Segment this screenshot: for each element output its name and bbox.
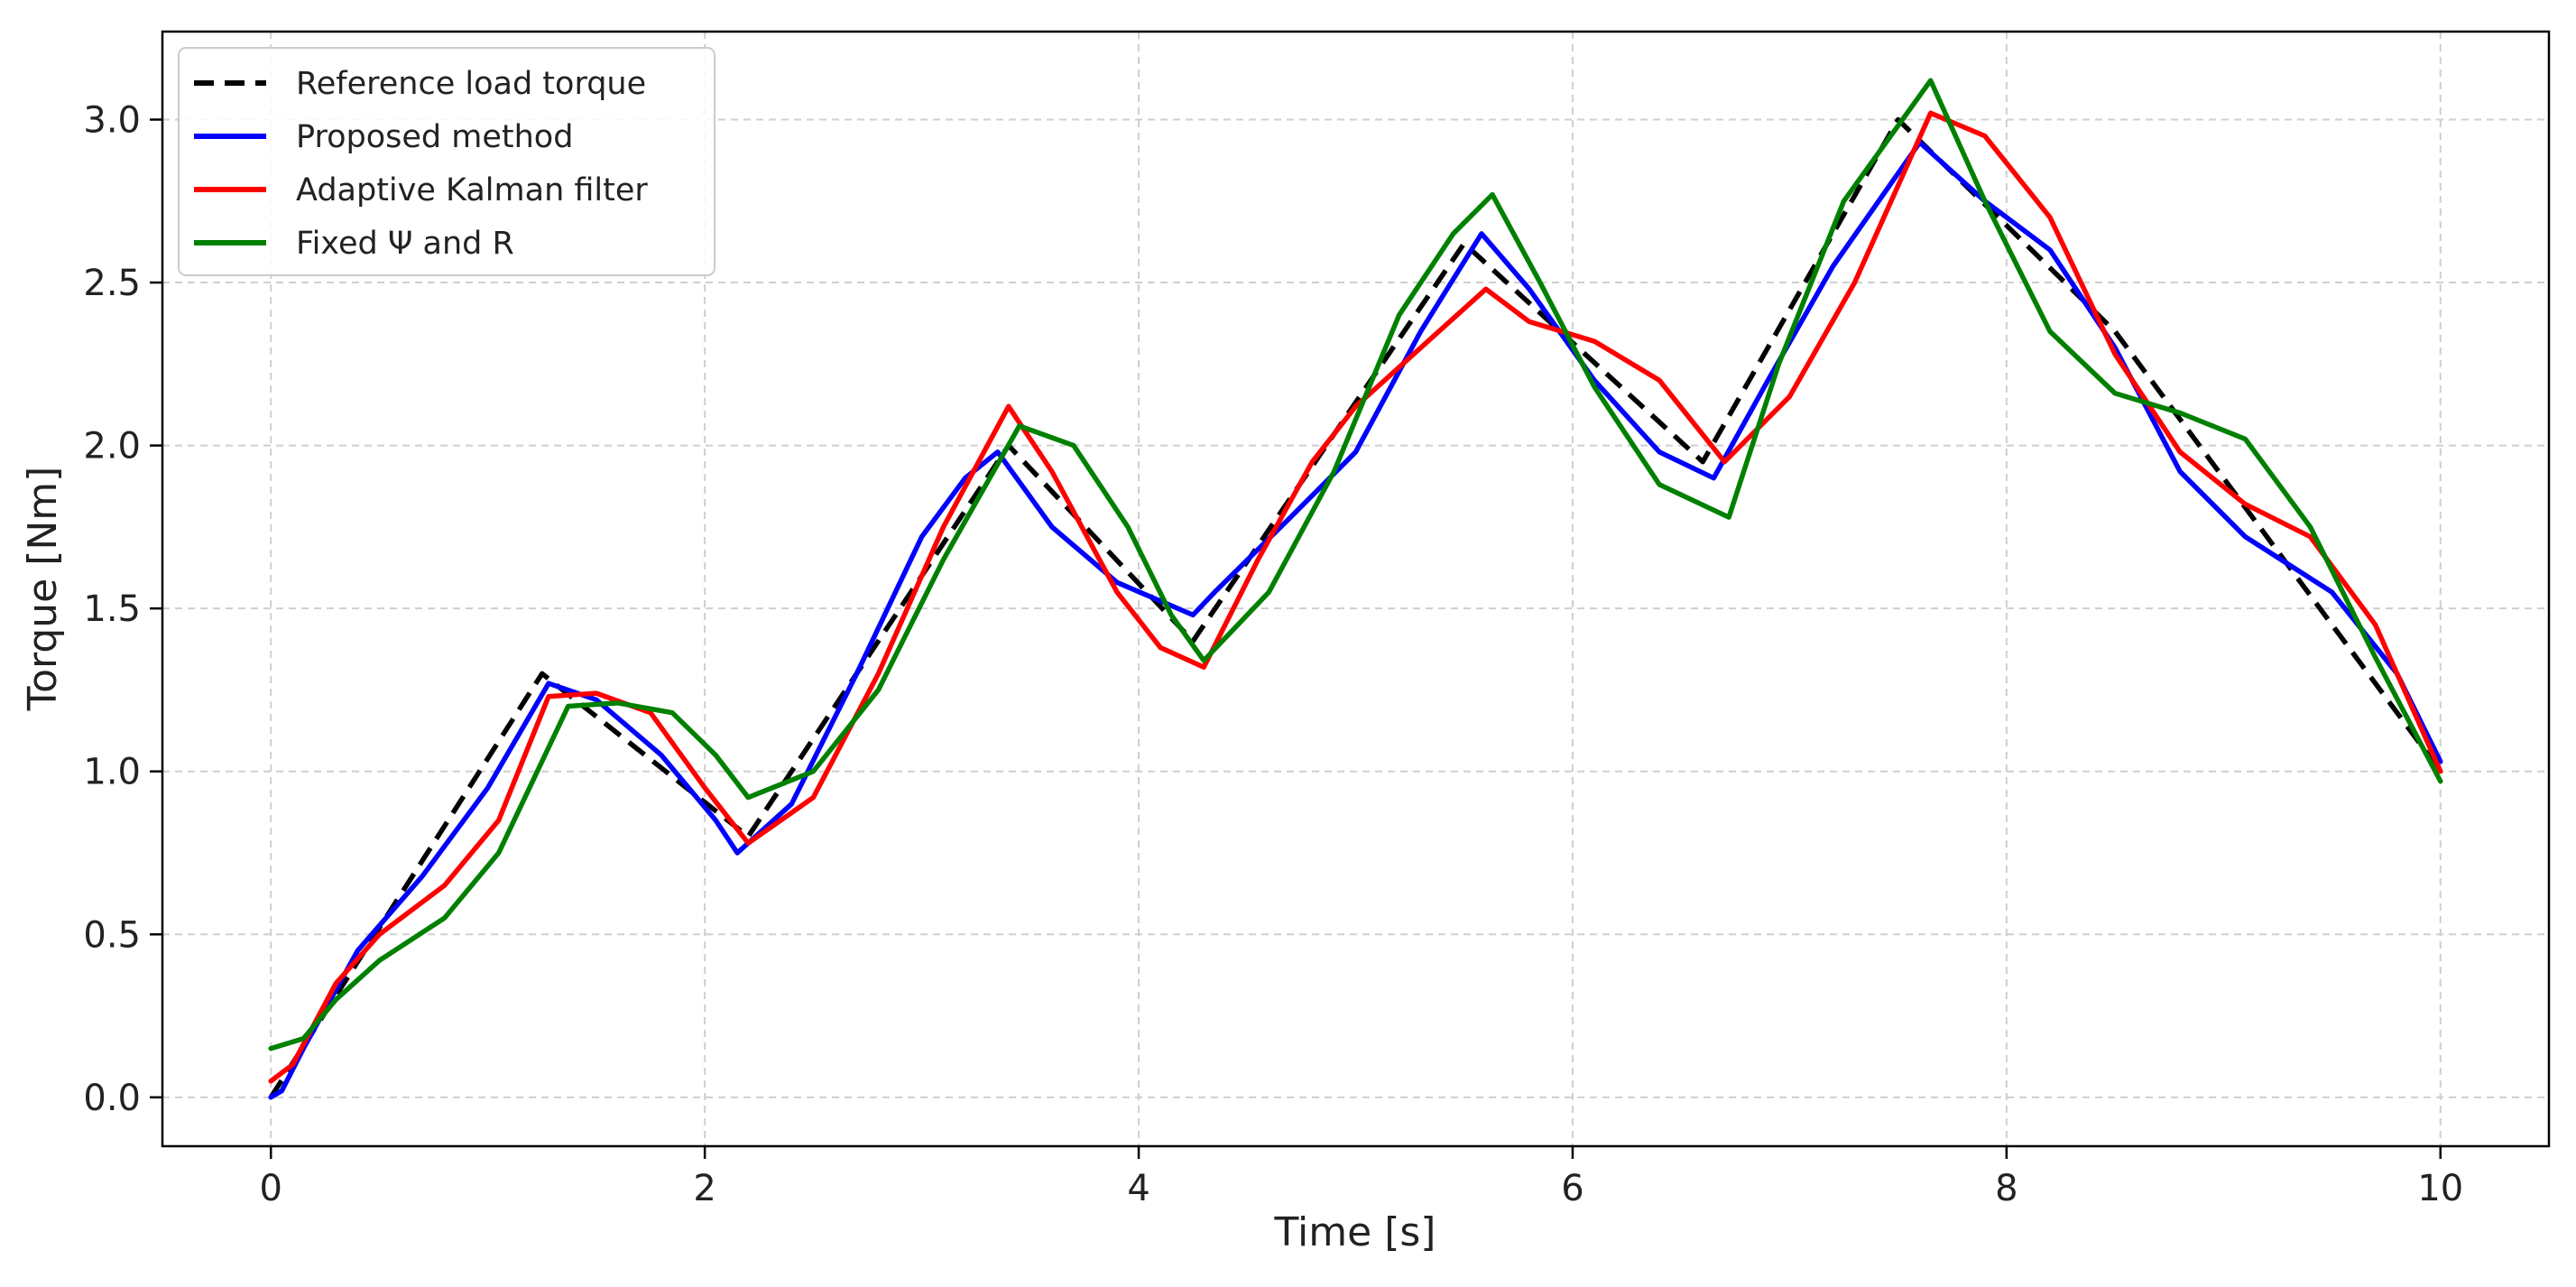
series-layer	[268, 78, 2443, 1100]
x-axis-label: Time [s]	[1274, 1209, 1436, 1255]
series-line-adaptive-kalman-filter	[268, 110, 2443, 1084]
legend-label: Fixed Ψ and R	[296, 226, 514, 262]
series-line-proposed-method	[268, 140, 2443, 1100]
x-tick-label: 0	[260, 1168, 282, 1209]
x-tick-label: 2	[693, 1168, 716, 1209]
legend-label: Proposed method	[296, 119, 573, 155]
x-tick-label: 4	[1127, 1168, 1150, 1209]
ticks-layer: 0 2 4 6 8 10 0.0 0.5 1.0 1.5 2.0 2.5 3.0	[83, 100, 2463, 1210]
series-line-reference-load-torque	[268, 116, 2443, 1099]
series-line-fixed-and-r	[268, 78, 2443, 1051]
axes-layer	[161, 30, 2551, 1148]
y-tick-label: 1.0	[83, 752, 141, 793]
x-tick-label: 10	[2417, 1168, 2463, 1209]
plot-frame	[161, 30, 2551, 1148]
y-tick-label: 0.5	[83, 914, 141, 956]
legend-label: Adaptive Kalman filter	[296, 172, 648, 208]
x-tick-label: 6	[1561, 1168, 1583, 1209]
y-tick-label: 0.0	[83, 1078, 141, 1119]
y-tick-label: 1.5	[83, 588, 141, 630]
legend-box	[178, 47, 716, 276]
x-tick-label: 8	[1995, 1168, 2017, 1209]
y-tick-label: 2.5	[83, 263, 141, 304]
legend-label: Reference load torque	[296, 66, 646, 102]
y-axis-label: Torque [Nm]	[20, 467, 66, 712]
y-tick-label: 2.0	[83, 426, 141, 468]
legend: Reference load torque Proposed method Adap…	[178, 47, 716, 276]
y-tick-label: 3.0	[83, 100, 141, 142]
